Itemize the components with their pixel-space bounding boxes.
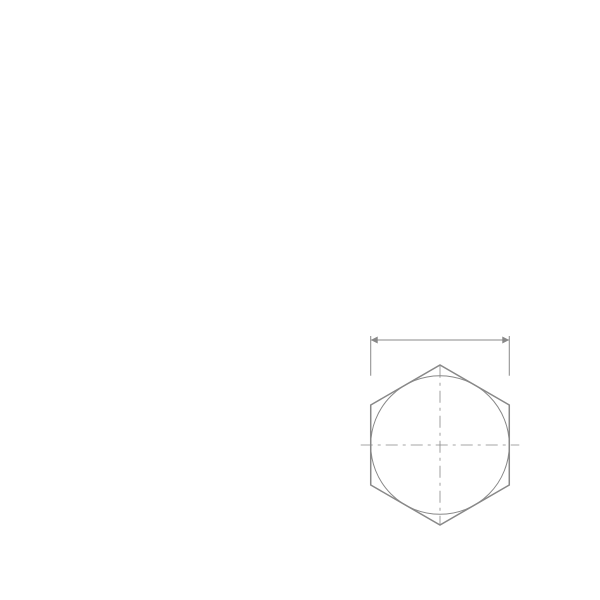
- hex-top-diagram: [320, 310, 580, 570]
- screw-side-diagram: [0, 0, 300, 580]
- specification-block: [310, 20, 590, 24]
